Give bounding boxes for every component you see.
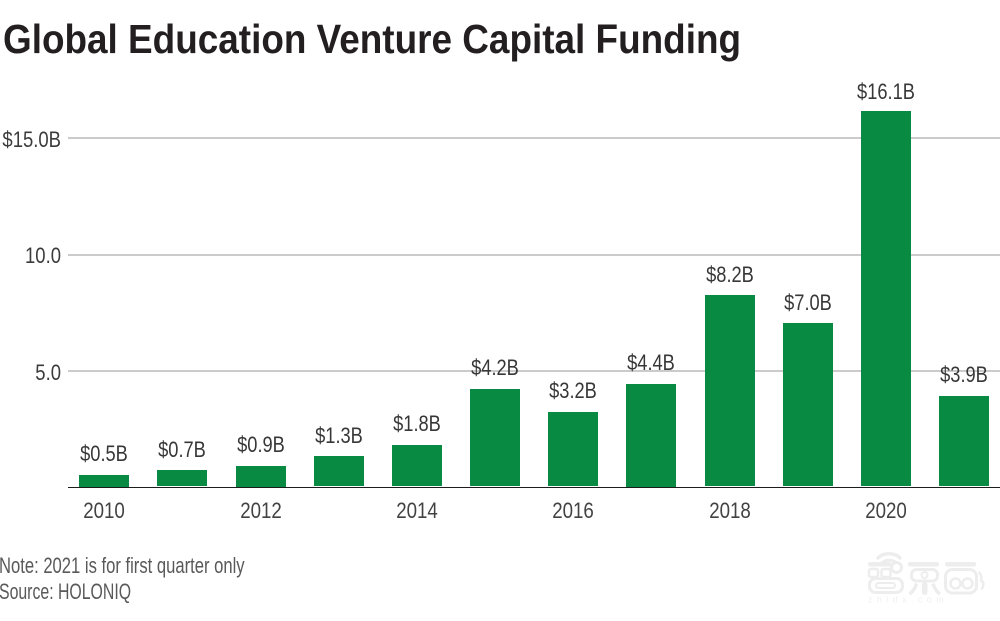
svg-text:zhidx.com: zhidx.com [868, 595, 948, 605]
